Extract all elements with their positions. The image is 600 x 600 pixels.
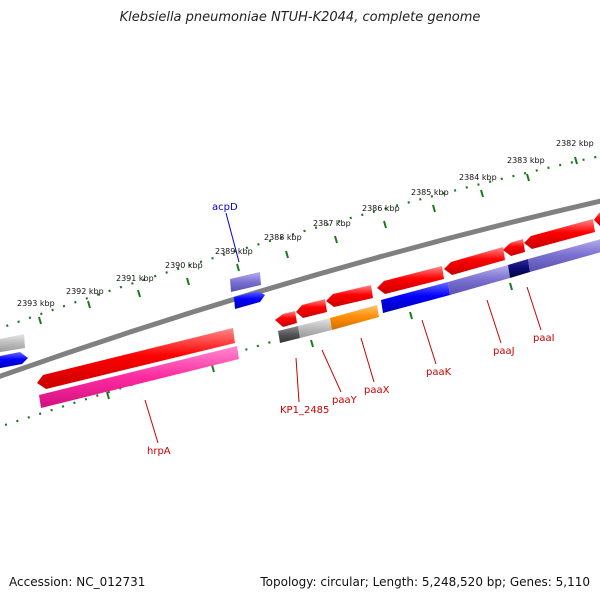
figure-title: Klebsiella pneumoniae NTUH-K2044, comple… (119, 10, 481, 25)
genome-backbone (0, 198, 600, 379)
gene-red-6[interactable] (503, 239, 525, 256)
tick-label-2389: 2389 kbp (215, 247, 253, 256)
gene-hrpA-pink[interactable] (39, 346, 239, 408)
inner-major-ticks (106, 282, 513, 400)
tick-label-2390: 2390 kbp (165, 261, 203, 270)
label-paaJ: paaJ (493, 346, 515, 357)
gene-paaJ-bar[interactable] (448, 265, 510, 295)
tick-label-2393: 2393 kbp (17, 299, 55, 308)
gene-acpD-inner[interactable] (234, 291, 265, 309)
gene-red-1[interactable] (275, 311, 297, 327)
label-paaX: paaX (364, 385, 390, 396)
gene-red-3[interactable] (326, 285, 373, 307)
gene-red-4[interactable] (377, 266, 444, 294)
tick-label-2385: 2385 kbp (411, 188, 449, 197)
gene-red-8[interactable] (594, 211, 600, 226)
gene-navy-bar[interactable] (508, 259, 530, 278)
tick-label-2388: 2388 kbp (264, 233, 302, 242)
gene-left-blue-inner[interactable] (0, 352, 28, 369)
gene-red-5[interactable] (444, 247, 505, 275)
genome-summary-text: Topology: circular; Length: 5,248,520 bp… (260, 575, 590, 589)
gene-acpD-outer[interactable] (230, 272, 261, 292)
gene-left-gray-outer[interactable] (0, 334, 25, 353)
tick-label-2391: 2391 kbp (116, 274, 154, 283)
label-KP1_2485: KP1_2485 (280, 405, 329, 416)
scale-labels: 2393 kbp 2392 kbp 2391 kbp 2390 kbp 2389… (17, 139, 594, 308)
label-paaI: paaI (533, 333, 555, 344)
tick-label-2382: 2382 kbp (556, 139, 594, 148)
tick-label-2387: 2387 kbp (313, 219, 351, 228)
gene-labels: acpD hrpA KP1_2485 paaY paaX paaK paaJ p… (147, 202, 555, 457)
label-acpD: acpD (212, 202, 238, 213)
gene-hrpA-red[interactable] (37, 328, 235, 389)
label-paaK: paaK (426, 367, 452, 378)
tick-label-2383: 2383 kbp (507, 156, 545, 165)
gene-paaY-bar[interactable] (298, 318, 332, 338)
gene-red-7[interactable] (524, 219, 595, 249)
gene-paaI-bar[interactable] (528, 238, 600, 272)
tick-label-2392: 2392 kbp (66, 287, 104, 296)
accession-text: Accession: NC_012731 (9, 575, 146, 589)
label-leader-lines (144, 212, 542, 444)
gene-red-2[interactable] (296, 299, 327, 318)
gene-paaK-bar[interactable] (381, 282, 450, 313)
gene-paaX-bar[interactable] (330, 305, 379, 330)
outer-scale-dots (0, 154, 600, 330)
label-hrpA: hrpA (147, 446, 171, 457)
tick-label-2386: 2386 kbp (362, 204, 400, 213)
tick-label-2384: 2384 kbp (459, 173, 497, 182)
gene-KP1_2485-bar[interactable] (278, 326, 300, 343)
label-paaY: paaY (332, 395, 358, 406)
outer-major-ticks (38, 156, 578, 325)
